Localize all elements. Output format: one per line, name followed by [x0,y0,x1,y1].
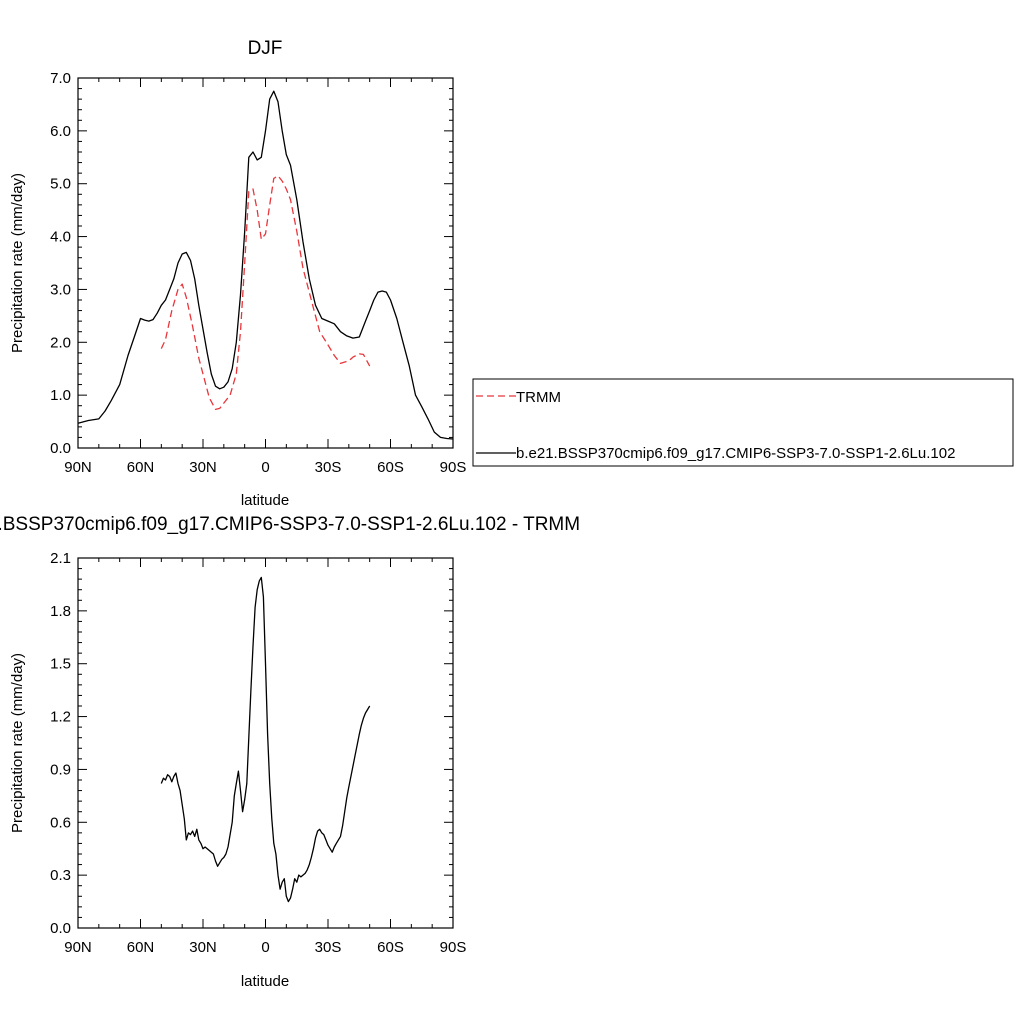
y-tick-label: 0.0 [50,440,71,457]
series-line-difference [160,576,371,903]
plot-area: 90N 60N 30N 0 30S 60S 90S 0.0 0.3 0.6 0.9 1.2 1.5 1.8… [50,550,466,956]
y-tick-label: 0.3 [50,867,71,884]
legend-label-trmm: TRMM [516,389,561,406]
legend-box [472,378,1014,467]
y-tick-label: 7.0 [50,70,71,87]
x-tick-label: 90S [440,939,467,956]
x-tick-label: 30S [315,939,342,956]
y-axis-label: Precipitation rate (mm/day) [9,653,26,833]
y-tick-label: 0.9 [50,761,71,778]
x-tick-label: 0 [261,459,269,476]
y-tick-label: 0.6 [50,814,71,831]
legend: TRMM b.e21.BSSP370cmip6.f09_g17.CMIP6-SS… [472,378,1014,467]
y-tick-label: 1.5 [50,656,71,673]
x-tick-label: 30N [189,459,217,476]
y-tick-label: 4.0 [50,229,71,246]
x-axis-label: latitude [241,492,289,509]
x-tick-label: 0 [261,939,269,956]
y-tick-label: 3.0 [50,281,71,298]
x-tick-label: 30S [315,459,342,476]
y-tick-label: 6.0 [50,123,71,140]
y-tick-label: 1.0 [50,387,71,404]
y-tick-label: 1.8 [50,603,71,620]
y-axis-label: Precipitation rate (mm/day) [9,173,26,353]
y-tick-label: 2.1 [50,550,71,567]
y-tick-label: 0.0 [50,920,71,937]
panel-difference: b.e21.BSSP370cmip6.f09_g17.CMIP6-SSP3-7.… [0,514,580,990]
x-tick-label: 90S [440,459,467,476]
plot-area: 90N 60N 30N 0 30S 60S 90S 0.0 1.0 2.0 3.0 4.0 5.0 6.0… [50,70,466,476]
plot-frame [77,557,454,929]
y-tick-label: 2.0 [50,334,71,351]
x-tick-label: 30N [189,939,217,956]
y-tick-label: 5.0 [50,176,71,193]
panel-climatology: DJF 90N 60N 30N 0 30S 60S 90S 0.0 1.0 2.0 3.0 4.0 5.… [9,38,466,509]
x-tick-label: 60N [127,459,155,476]
chart-title: DJF [248,38,283,59]
x-tick-label: 90N [64,459,92,476]
x-tick-label: 90N [64,939,92,956]
x-tick-label: 60S [377,459,404,476]
x-axis-label: latitude [241,973,289,990]
x-tick-label: 60S [377,939,404,956]
legend-label-model: b.e21.BSSP370cmip6.f09_g17.CMIP6-SSP3-7.… [516,445,955,462]
x-tick-label: 60N [127,939,155,956]
chart-title: b.e21.BSSP370cmip6.f09_g17.CMIP6-SSP3-7.… [0,514,580,535]
y-tick-label: 1.2 [50,709,71,726]
series-line-trmm [160,175,371,411]
series-line-b-e21-bssp370cmip6-f09-g17-cmip6-ssp3-7-0-ssp1-2-6lu-102 [77,90,454,440]
